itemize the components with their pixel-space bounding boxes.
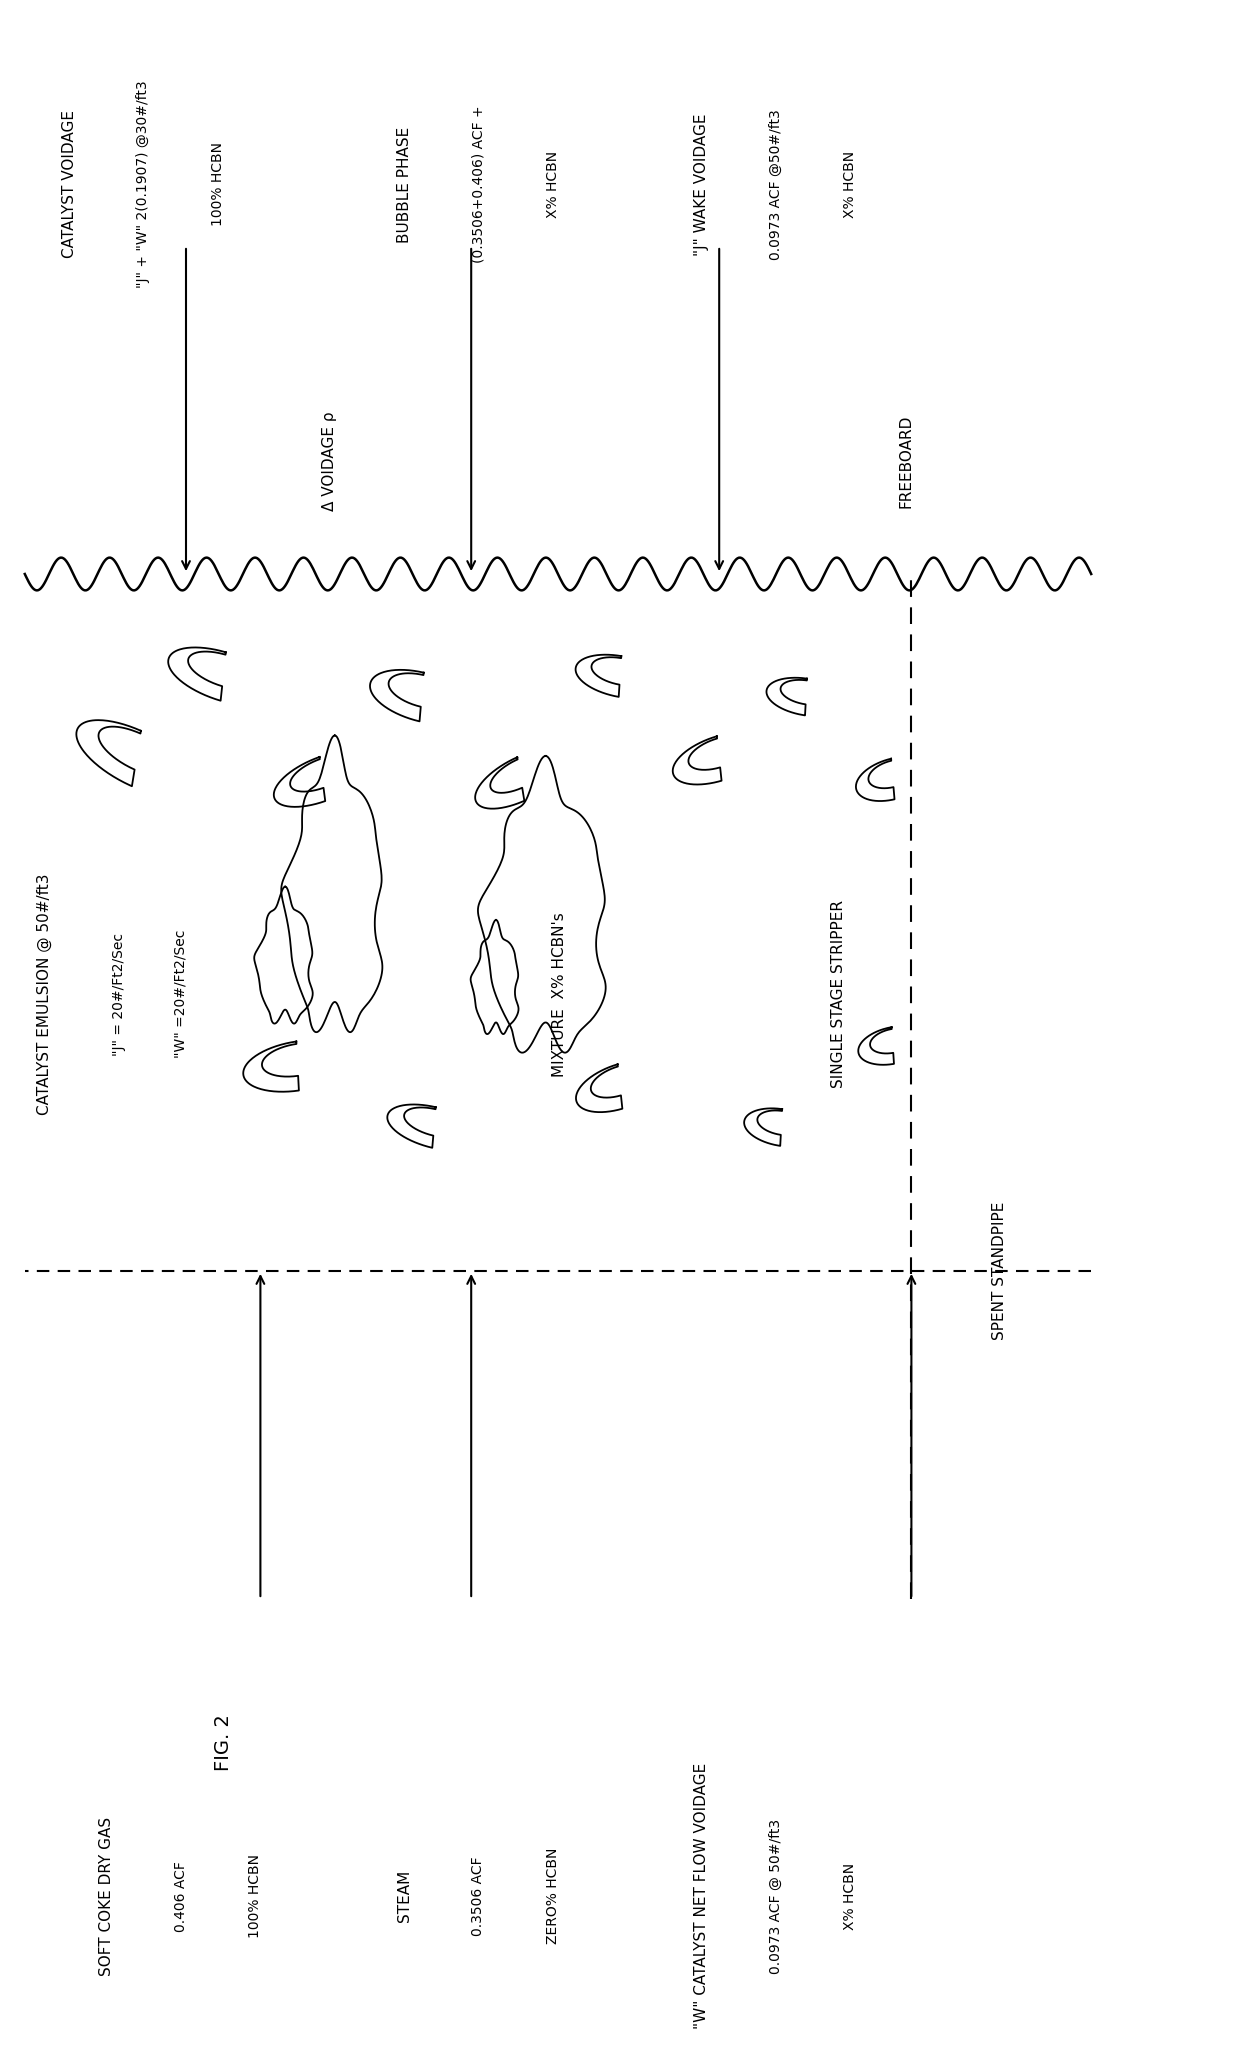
Text: 0.406 ACF: 0.406 ACF bbox=[174, 1861, 187, 1931]
Text: Δ VOIDAGE ρ: Δ VOIDAGE ρ bbox=[322, 412, 337, 510]
Text: "W" CATALYST NET FLOW VOIDAGE: "W" CATALYST NET FLOW VOIDAGE bbox=[694, 1763, 709, 2030]
Text: 0.0973 ACF @50#/ft3: 0.0973 ACF @50#/ft3 bbox=[769, 109, 782, 260]
Text: "W" =20#/Ft2/Sec: "W" =20#/Ft2/Sec bbox=[174, 931, 187, 1058]
Text: CATALYST VOIDAGE: CATALYST VOIDAGE bbox=[62, 111, 77, 258]
Text: BUBBLE PHASE: BUBBLE PHASE bbox=[397, 127, 412, 242]
Text: 0.0973 ACF @ 50#/ft3: 0.0973 ACF @ 50#/ft3 bbox=[769, 1818, 782, 1974]
Text: "J" + "W" 2(0.1907) @30#/ft3: "J" + "W" 2(0.1907) @30#/ft3 bbox=[136, 80, 150, 289]
Text: SINGLE STAGE STRIPPER: SINGLE STAGE STRIPPER bbox=[831, 900, 846, 1089]
Text: (0.3506+0.406) ACF +: (0.3506+0.406) ACF + bbox=[471, 107, 485, 262]
Text: "J" = 20#/Ft2/Sec: "J" = 20#/Ft2/Sec bbox=[112, 933, 125, 1056]
Text: MIXTURE  X% HCBN's: MIXTURE X% HCBN's bbox=[552, 912, 567, 1076]
Text: FREEBOARD: FREEBOARD bbox=[899, 414, 914, 508]
Text: 100% HCBN: 100% HCBN bbox=[248, 1855, 262, 1937]
Text: 0.3506 ACF: 0.3506 ACF bbox=[471, 1857, 485, 1935]
Text: ZERO% HCBN: ZERO% HCBN bbox=[546, 1847, 559, 1945]
Text: SPENT STANDPIPE: SPENT STANDPIPE bbox=[992, 1201, 1007, 1341]
Text: "J" WAKE VOIDAGE: "J" WAKE VOIDAGE bbox=[694, 113, 709, 256]
Text: X% HCBN: X% HCBN bbox=[546, 152, 559, 217]
Text: 100% HCBN: 100% HCBN bbox=[211, 144, 224, 226]
Text: STEAM: STEAM bbox=[397, 1870, 412, 1923]
Text: X% HCBN: X% HCBN bbox=[843, 1863, 857, 1929]
Text: FIG. 2: FIG. 2 bbox=[213, 1714, 233, 1771]
Text: SOFT COKE DRY GAS: SOFT COKE DRY GAS bbox=[99, 1816, 114, 1976]
Text: X% HCBN: X% HCBN bbox=[843, 152, 857, 217]
Text: CATALYST EMULSION @ 50#/ft3: CATALYST EMULSION @ 50#/ft3 bbox=[37, 873, 52, 1115]
